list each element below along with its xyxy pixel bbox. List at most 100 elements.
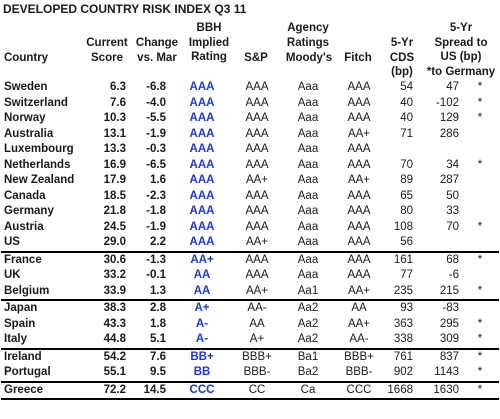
country-cell: Germany (4, 205, 54, 217)
cds-cell: 363 (393, 317, 413, 330)
moodys-rating-cell: Aaa (297, 96, 319, 109)
cds-cell: 54 (400, 81, 413, 93)
fitch-rating-cell: AAA (347, 112, 371, 124)
sp-rating-cell: AAA (245, 189, 269, 202)
cds-cell: 70 (400, 158, 413, 171)
risk-index-table: Sweden 6.3 -6.8 AAA AAA Aaa AAA 54 47 * Switzerlan… (1, 80, 499, 400)
table-row: New Zealand 17.9 1.6 AAA AA+ Aaa AA+ 89 287 (1, 173, 499, 189)
spread-cell: 286 (439, 127, 459, 140)
sp-rating-cell: AA+ (245, 284, 269, 297)
cds-cell: 338 (393, 333, 413, 345)
spread-cell: 837 (417, 347, 461, 365)
germany-marker-cell (461, 235, 499, 252)
change-cell: 9.5 (150, 366, 166, 378)
cds-cell: 161 (382, 250, 417, 268)
fitch-rating-cell: AA+ (347, 174, 371, 186)
change-cell: -1.3 (128, 250, 170, 268)
sp-rating-cell: AAA (245, 158, 269, 171)
bbh-rating-cell: CCC (170, 380, 234, 400)
bbh-rating-cell: AAA (189, 127, 215, 140)
germany-marker-cell (461, 142, 499, 158)
spread-cell: -6 (448, 269, 459, 281)
moodys-rating-cell: Aa2 (297, 317, 319, 330)
header-cds-line3: (bp) (391, 66, 413, 78)
country-cell: Australia (4, 127, 54, 140)
bbh-rating-cell: BB (193, 366, 211, 378)
country-cell: France (1, 250, 85, 268)
cds-cell: 235 (393, 284, 413, 297)
change-cell: -2.3 (146, 189, 166, 202)
change-cell: 1.6 (150, 174, 166, 186)
table-row: US 29.0 2.2 AAA AA+ Aaa AAA 56 (1, 235, 499, 252)
header-change-line2: vs. Mar (137, 51, 177, 64)
header-agency-line1: Agency (287, 22, 329, 34)
sp-rating-cell: AA (249, 317, 265, 330)
table-row: Canada 18.5 -2.3 AAA AAA Aaa AAA 65 50 (1, 189, 499, 205)
table-row: Japan 38.3 2.8 A+ AA- Aa2 AA 93 -83 (1, 299, 499, 317)
header-bbh-line2: Implied (188, 36, 230, 49)
bbh-rating-cell: AAA (189, 81, 215, 93)
score-cell: 72.2 (85, 380, 128, 400)
change-cell: 7.6 (128, 347, 170, 365)
score-cell: 33.2 (103, 269, 126, 281)
table-row: Netherlands 16.9 -6.5 AAA AAA Aaa AAA 70 34 * (1, 158, 499, 174)
cds-cell: 80 (400, 205, 413, 217)
sp-rating-cell: BBB- (243, 366, 271, 378)
sp-rating-cell: AAA (245, 81, 269, 93)
moodys-rating-cell: Aaa (297, 205, 319, 217)
fitch-rating-cell: BBB+ (336, 347, 382, 365)
germany-marker-cell (461, 189, 499, 205)
cds-cell: 65 (400, 189, 413, 202)
spread-cell: -102 (435, 96, 459, 109)
score-cell: 33.9 (103, 284, 126, 297)
bbh-rating-cell: BB+ (170, 347, 234, 365)
fitch-rating-cell: AA- (349, 333, 369, 345)
sp-rating-cell: AAA (234, 250, 280, 268)
change-cell: 2.2 (150, 236, 166, 248)
spread-cell: 129 (439, 112, 459, 124)
sp-rating-cell: AAA (245, 205, 269, 217)
change-cell: 1.8 (150, 317, 166, 330)
country-cell: Spain (4, 317, 36, 330)
score-cell: 24.5 (103, 220, 126, 233)
header-change: Change vs. Mar (131, 36, 183, 65)
bbh-rating-cell: AA (193, 269, 211, 281)
header-bbh-line1: BBH (196, 22, 222, 34)
sp-rating-cell: AA+ (245, 236, 269, 248)
score-cell: 54.2 (85, 347, 128, 365)
spread-cell: 47 (446, 81, 459, 93)
score-cell: 10.3 (103, 112, 126, 124)
bbh-rating-cell: AAA (189, 220, 215, 233)
header-cds: 5-Yr CDS (bp) (384, 36, 420, 80)
table-row: Belgium 33.9 1.3 AA AA+ Aa1 AA+ 235 215 * (1, 284, 499, 301)
change-cell: -1.9 (146, 220, 166, 233)
germany-marker-cell: * (477, 333, 483, 345)
sp-rating-cell: AAA (245, 269, 269, 281)
sp-rating-cell: A+ (249, 333, 265, 345)
moodys-rating-cell: Aaa (297, 158, 319, 171)
sp-rating-cell: AA- (234, 299, 280, 317)
spread-cell: 34 (446, 158, 459, 171)
cds-cell: 71 (400, 127, 413, 140)
moodys-rating-cell: Aa2 (297, 333, 319, 345)
country-cell: Greece (1, 380, 85, 400)
header-spread-line2: Spread to (434, 36, 488, 49)
change-cell: 14.5 (128, 380, 170, 400)
moodys-rating-cell: Ca (280, 380, 336, 400)
table-row: Ireland 54.2 7.6 BB+ BBB+ Ba1 BBB+ 761 837 * (1, 347, 499, 365)
sp-rating-cell: BBB+ (234, 347, 280, 365)
moodys-rating-cell: Aaa (297, 174, 319, 186)
sp-rating-cell: AAA (245, 112, 269, 124)
bbh-rating-cell: AAA (189, 236, 215, 248)
header-country: Country (4, 52, 49, 64)
cds-cell: 89 (400, 174, 413, 186)
score-cell: 17.9 (103, 174, 126, 186)
score-cell: 16.9 (103, 158, 126, 171)
table-row: Spain 43.3 1.8 A- AA Aa2 AA+ 363 295 * (1, 317, 499, 333)
cds-cell: 1668 (382, 380, 417, 400)
change-cell: 2.8 (128, 299, 170, 317)
header-spread-line4: *to Germany (426, 65, 496, 78)
score-cell: 43.3 (103, 317, 126, 330)
bbh-rating-cell: AA+ (170, 250, 234, 268)
sp-rating-cell: AAA (245, 96, 269, 109)
